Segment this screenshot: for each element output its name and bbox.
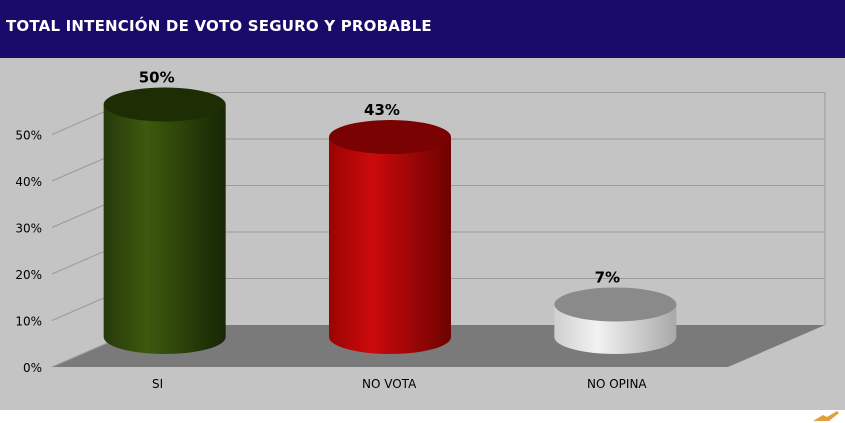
y-tick-label: 20%: [15, 268, 42, 282]
bar-no-vota: [329, 120, 451, 354]
y-tick-label: 40%: [15, 175, 42, 189]
y-tick-label: 50%: [15, 129, 42, 143]
logo-mark-icon: [813, 411, 839, 421]
data-label: 43%: [364, 101, 400, 119]
chart-title: TOTAL INTENCIÓN DE VOTO SEGURO Y PROBABL…: [6, 17, 432, 35]
x-tick-label: NO VOTA: [362, 377, 417, 391]
data-label: 50%: [139, 69, 175, 87]
x-tick-label: NO OPINA: [587, 377, 647, 391]
bar-si: [103, 87, 226, 354]
chart-header: TOTAL INTENCIÓN DE VOTO SEGURO Y PROBABL…: [0, 0, 845, 58]
y-tick-label: 30%: [15, 222, 42, 236]
bar-no-opina: [554, 287, 677, 354]
data-label: 7%: [595, 268, 620, 286]
y-tick-label: 0%: [23, 361, 42, 375]
x-tick-label: SI: [152, 377, 163, 391]
y-tick-label: 10%: [15, 315, 42, 329]
